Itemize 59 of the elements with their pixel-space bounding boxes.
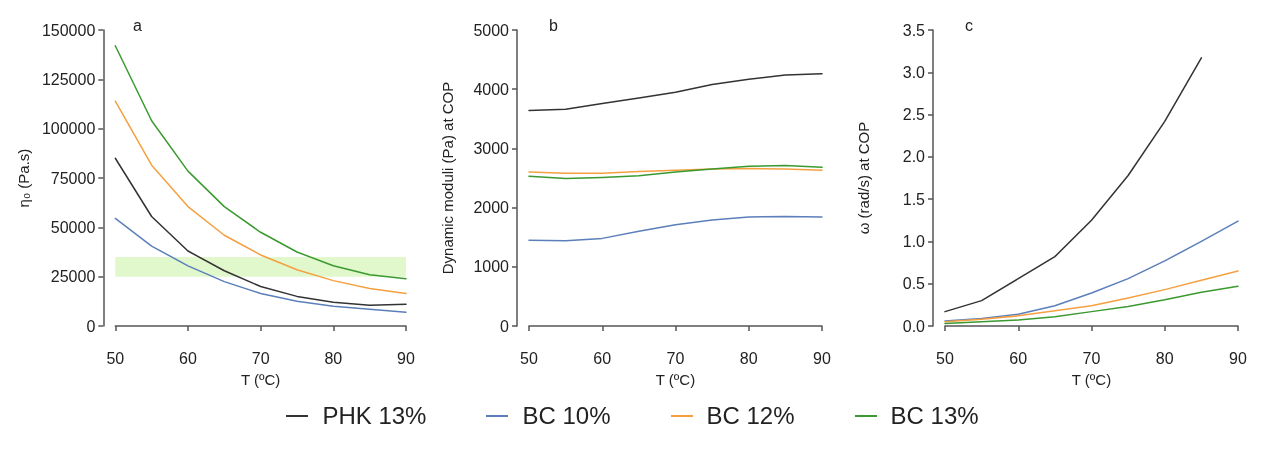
y-tick-label: 0 [86,317,96,335]
x-axis-title: T (ºC) [1071,371,1112,388]
y-tick-label: 3000 [473,139,510,157]
y-tick-label: 3.5 [902,21,926,39]
line-series [114,100,407,295]
x-axis-title: T (ºC) [655,371,696,388]
y-tick-label: 2.0 [902,148,926,166]
x-tick-label: 70 [1082,349,1101,367]
x-tick-label: 90 [813,349,831,367]
x-tick-label: 60 [593,349,612,367]
y-tick-label: 5000 [473,21,510,39]
y-tick-label: 0.0 [902,317,926,335]
chart-title: c [965,16,973,34]
line-series [114,45,407,280]
line-series [528,164,823,180]
legend-label: BC 10% [522,402,611,430]
x-tick-label: 50 [520,349,538,367]
y-tick-label: 1000 [473,258,510,276]
line-series [114,157,407,307]
line-series [944,57,1203,313]
x-tick-label: 50 [106,349,125,367]
x-tick-label: 90 [1229,349,1247,367]
y-tick-label: 0 [500,317,510,335]
line-series [528,73,823,112]
chart-title: a [133,16,142,34]
y-tick-label: 75000 [50,169,96,187]
y-tick-label: 1.0 [902,232,926,250]
line-series [528,215,823,242]
y-tick-label: 4000 [473,80,510,98]
chart-title: b [549,16,558,34]
y-tick-label: 125000 [41,70,96,88]
x-tick-label: 90 [397,349,415,367]
x-tick-label: 50 [936,349,954,367]
x-tick-label: 70 [666,349,685,367]
y-tick-label: 100000 [41,120,96,138]
x-tick-label: 70 [251,349,270,367]
x-tick-label: 80 [1155,349,1174,367]
y-tick-label: 1.5 [902,190,926,208]
y-tick-label: 2000 [473,199,510,217]
legend-label: BC 13% [890,402,979,430]
line-series [114,217,407,313]
x-tick-label: 80 [324,349,343,367]
y-tick-label: 3.0 [902,63,926,81]
y-axis-title: Dynamic moduli (Pa) at COP [439,81,456,275]
y-tick-label: 50000 [50,218,96,236]
line-series [944,220,1239,322]
y-axis-title: ω (rad/s) at COP [855,121,872,235]
legend-label: BC 12% [706,402,795,430]
y-tick-label: 0.5 [902,275,926,293]
line-series [944,270,1239,323]
legend-label: PHK 13% [322,402,427,430]
y-tick-label: 150000 [41,21,96,39]
y-tick-label: 2.5 [902,106,926,124]
y-tick-label: 25000 [50,268,96,286]
x-tick-label: 60 [1009,349,1028,367]
x-axis-title: T (ºC) [240,371,281,388]
y-axis-title: η₀ (Pa.s) [15,148,32,208]
x-tick-label: 60 [179,349,197,367]
x-tick-label: 80 [739,349,758,367]
